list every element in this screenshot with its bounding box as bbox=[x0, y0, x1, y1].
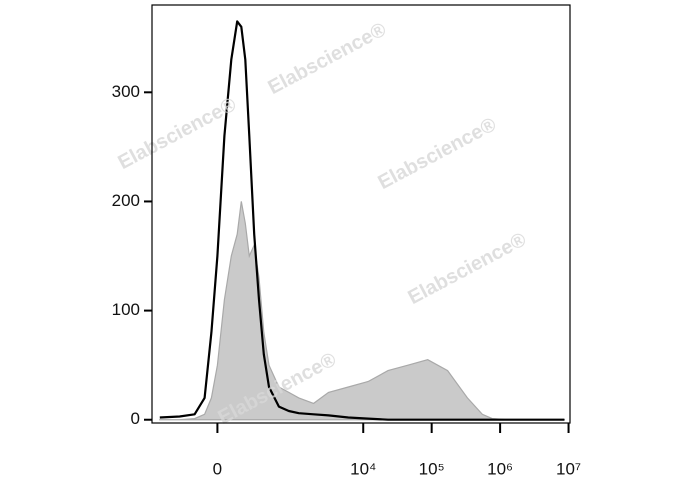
watermark: Elabscience® bbox=[114, 93, 240, 174]
histogram-line bbox=[159, 20, 565, 421]
watermark: Elabscience® bbox=[264, 18, 390, 99]
y-tick-label: 100 bbox=[112, 300, 140, 319]
histogram-area bbox=[159, 201, 565, 421]
x-tick-label: 10⁷ bbox=[556, 459, 581, 478]
x-tick-label: 10⁶ bbox=[487, 459, 513, 478]
y-tick-label: 200 bbox=[112, 191, 140, 210]
watermark: Elabscience® bbox=[404, 228, 530, 309]
plot-frame bbox=[151, 4, 571, 424]
x-tick-label: 10⁴ bbox=[350, 459, 376, 478]
x-tick-label: 0 bbox=[213, 459, 222, 478]
watermark: Elabscience® bbox=[374, 113, 500, 194]
x-tick-label: 10⁵ bbox=[419, 459, 445, 478]
y-tick-label: 300 bbox=[112, 82, 140, 101]
y-tick-label: 0 bbox=[131, 409, 140, 428]
